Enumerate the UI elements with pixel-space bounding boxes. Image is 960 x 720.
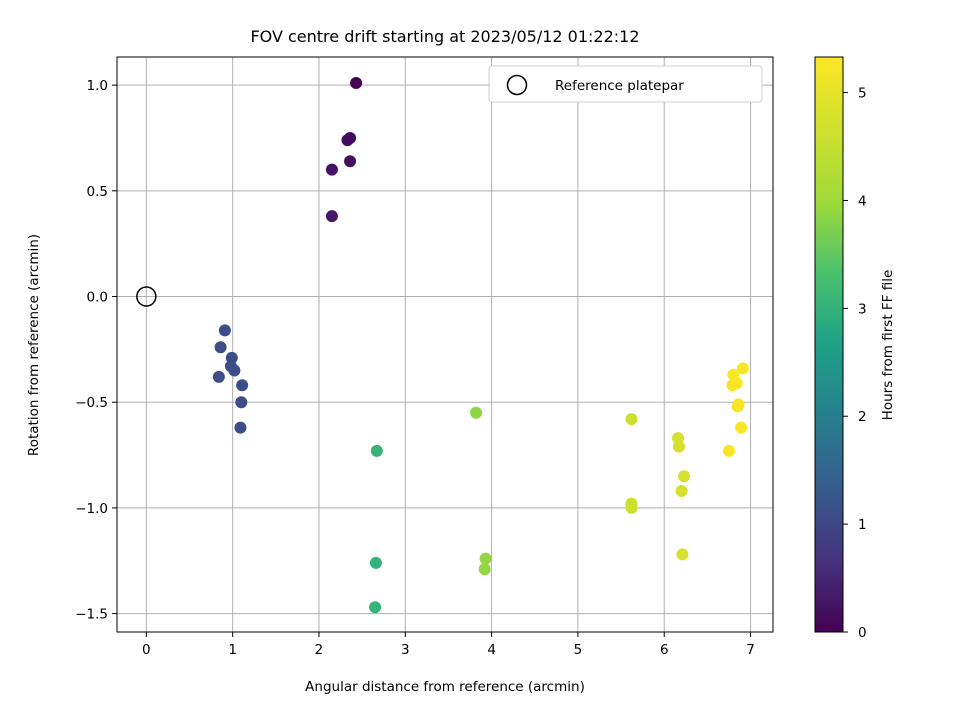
scatter-point [625,501,638,514]
scatter-point [236,379,249,392]
colorbar-tick-label: 0 [858,625,867,641]
scatter-point [675,484,688,497]
x-tick-label: 3 [401,642,410,658]
scatter-point [218,324,231,337]
colorbar-label: Hours from first FF file [880,270,896,421]
x-tick-label: 4 [487,642,496,658]
y-tick-label: −0.5 [75,395,108,411]
scatter-point [369,556,382,569]
y-tick-label: 0.0 [87,290,108,306]
scatter-point [344,155,357,168]
y-tick-label: −1.0 [75,501,108,517]
legend-label-reference-platepar: Reference platepar [555,78,684,94]
x-tick-label: 0 [142,642,151,658]
scatter-point [676,548,689,561]
scatter-point [341,134,354,147]
x-axis-label: Angular distance from reference (arcmin) [305,679,585,695]
plot-background [117,57,773,632]
grid-lines [117,57,773,632]
y-axis-ticks: 1.0 0.5 0.0 −0.5 −1.0 −1.5 [75,78,117,623]
scatter-point [369,601,382,614]
scatter-point [735,421,748,434]
x-tick-label: 5 [574,642,583,658]
scatter-point [726,379,739,392]
plot-area: 0 1 2 3 4 5 6 7 1.0 0.5 0.0 −0.5 −1.0 −1.5 [75,56,774,658]
scatter-point [731,400,744,413]
legend: Reference platepar [488,65,763,103]
colorbar-ticks: 0 1 2 3 4 5 [843,86,867,641]
y-axis-label: Rotation from reference (arcmin) [26,234,42,456]
scatter-point [479,552,492,565]
colorbar-gradient [814,56,844,633]
scatter-point [234,421,247,434]
scatter-point [214,341,227,354]
colorbar: 0 1 2 3 4 5 Hours from first FF file [814,56,896,641]
scatter-point [212,370,225,383]
y-tick-label: −1.5 [75,607,108,623]
scatter-point [672,440,685,453]
scatter-point [228,364,241,377]
x-axis-ticks: 0 1 2 3 4 5 6 7 [142,632,755,658]
chart-title: FOV centre drift starting at 2023/05/12 … [250,27,639,46]
scatter-point [325,210,338,223]
scatter-point [370,444,383,457]
scatter-point [325,163,338,176]
scatter-point [678,470,691,483]
colorbar-tick-label: 2 [858,409,867,425]
colorbar-tick-label: 1 [858,517,867,533]
x-tick-label: 6 [660,642,669,658]
data-points [212,77,749,614]
legend-marker-reference-platepar [506,74,528,96]
scatter-point [235,396,248,409]
x-tick-label: 1 [228,642,237,658]
scatter-point [722,444,735,457]
y-tick-label: 0.5 [87,184,108,200]
scatter-point [350,77,363,90]
legend-box [488,65,763,103]
colorbar-tick-label: 5 [858,86,867,102]
y-tick-label: 1.0 [87,78,108,94]
colorbar-tick-label: 3 [858,301,867,317]
scatter-point [736,362,749,375]
scatter-point [625,413,638,426]
scatter-point [470,406,483,419]
colorbar-tick-label: 4 [858,193,867,209]
reference-platepar-marker [136,286,157,307]
x-tick-label: 7 [746,642,755,658]
x-tick-label: 2 [315,642,324,658]
plot-frame [116,56,774,633]
scatter-point [478,563,491,576]
